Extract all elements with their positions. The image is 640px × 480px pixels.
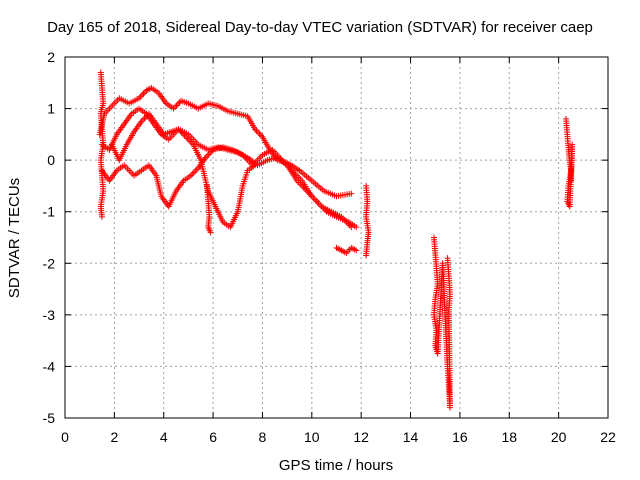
- series-segment-11h: [333, 244, 360, 256]
- x-tick-label: 22: [600, 429, 616, 445]
- data-point-marker: [139, 92, 146, 99]
- data-point-marker: [363, 252, 370, 259]
- data-point-marker: [189, 171, 196, 178]
- data-point-marker: [252, 162, 259, 169]
- y-tick-label: 2: [47, 49, 55, 65]
- y-tick-labels: -5 -4 -3 -2 -1 0 1 2: [43, 49, 56, 426]
- data-point-marker: [207, 229, 214, 236]
- y-tick-label: -3: [43, 307, 56, 323]
- x-tick-label: 6: [209, 429, 217, 445]
- series-segment-15h: [430, 234, 454, 411]
- y-tick-label: 0: [47, 152, 55, 168]
- x-tick-label: 2: [110, 429, 118, 445]
- x-tick-label: 20: [551, 429, 567, 445]
- x-tick-label: 12: [353, 429, 369, 445]
- data-point-marker: [190, 169, 197, 176]
- data-point-marker: [567, 177, 574, 184]
- x-tick-label: 10: [304, 429, 320, 445]
- series-segment-1.5h: [97, 69, 107, 220]
- data-point-marker: [205, 151, 212, 158]
- data-point-marker: [192, 167, 199, 174]
- series-segment-5.8h: [203, 182, 214, 236]
- series-arc-main-c: [99, 144, 355, 231]
- x-tick-label: 14: [403, 429, 419, 445]
- data-point-marker: [444, 255, 451, 262]
- y-tick-label: -2: [43, 255, 56, 271]
- data-point-marker: [255, 129, 262, 136]
- data-point-marker: [139, 116, 146, 123]
- data-point-marker: [256, 130, 263, 137]
- series-segment-20.4h: [563, 115, 576, 210]
- x-tick-label: 8: [259, 429, 267, 445]
- y-tick-label: 1: [47, 101, 55, 117]
- x-tick-label: 16: [452, 429, 468, 445]
- data-point-marker: [99, 213, 106, 220]
- x-tick-label: 4: [160, 429, 168, 445]
- data-point-marker: [348, 190, 355, 197]
- x-tick-labels: 0 2 4 6 8 10 12 14 16 18 20 22: [61, 429, 616, 445]
- x-tick-label: 18: [501, 429, 517, 445]
- x-axis-label: GPS time / hours: [279, 457, 393, 474]
- series-arc-main-a: [96, 84, 355, 200]
- data-points: [96, 69, 576, 411]
- data-point-marker: [204, 153, 211, 160]
- data-point-marker: [172, 104, 179, 111]
- data-point-marker: [176, 99, 183, 106]
- y-tick-label: -1: [43, 204, 56, 220]
- data-point-marker: [193, 166, 200, 173]
- data-point-marker: [348, 224, 355, 231]
- chart-title: Day 165 of 2018, Sidereal Day-to-day VTE…: [47, 19, 593, 36]
- x-tick-label: 0: [61, 429, 69, 445]
- y-tick-label: -4: [43, 358, 56, 374]
- y-tick-label: -5: [43, 410, 56, 426]
- plot-frame: [64, 56, 609, 419]
- y-axis-label: SDTVAR / TECUs: [6, 178, 23, 298]
- series-segment-12.2h: [363, 182, 372, 259]
- grid-lines: [65, 57, 608, 418]
- data-point-marker: [140, 90, 147, 97]
- data-point-marker: [353, 247, 360, 254]
